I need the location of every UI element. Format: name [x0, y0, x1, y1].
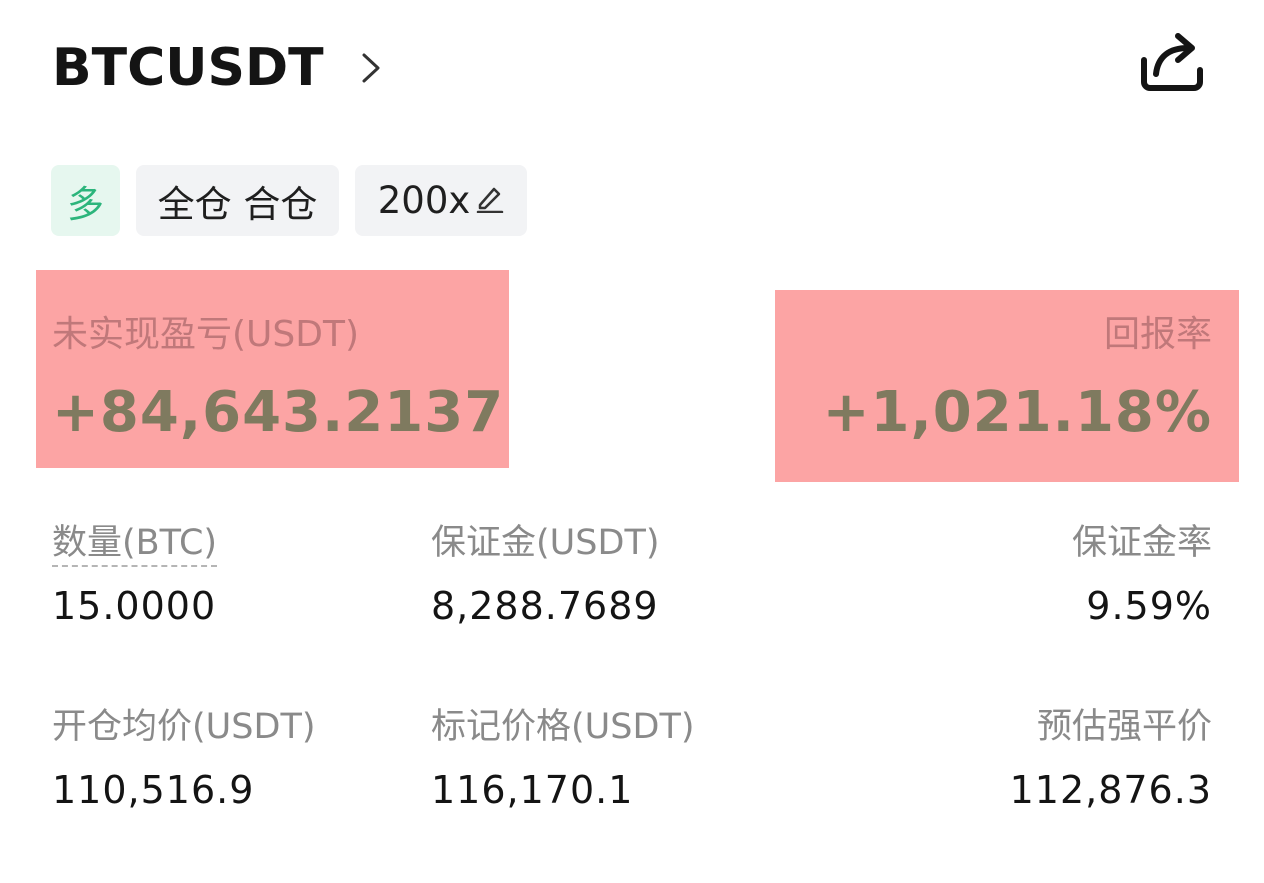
margin-mode-badge: 全仓 合仓 [136, 165, 339, 236]
pnl-highlight [36, 270, 509, 468]
liq-price-value: 112,876.3 [1009, 768, 1212, 812]
margin-label: 保证金(USDT) [431, 523, 660, 563]
unrealized-pnl-value: +84,643.2137 [52, 380, 505, 445]
symbol-header[interactable]: BTCUSDT [52, 38, 388, 98]
position-tags: 多 全仓 合仓 200x [51, 165, 527, 236]
pencil-icon [477, 187, 504, 213]
quantity-label-text[interactable]: 数量(BTC) [52, 523, 218, 567]
margin-mode-label: 全仓 合仓 [157, 182, 318, 226]
mark-price-value: 116,170.1 [431, 768, 634, 812]
side-badge: 多 [51, 165, 120, 236]
quantity-value: 15.0000 [52, 584, 217, 628]
roe-value: +1,021.18% [822, 380, 1212, 445]
roe-highlight [775, 290, 1239, 482]
entry-price-value: 110,516.9 [52, 768, 255, 812]
symbol-title[interactable]: BTCUSDT [52, 38, 324, 98]
roe-label: 回报率 [1103, 314, 1212, 355]
mark-price-label: 标记价格(USDT) [431, 707, 695, 747]
quantity-label[interactable]: 数量(BTC) [52, 514, 218, 567]
leverage-button[interactable]: 200x [355, 165, 527, 236]
liq-price-label: 预估强平价 [1036, 707, 1212, 747]
margin-ratio-value: 9.59% [1086, 584, 1212, 628]
entry-price-label: 开仓均价(USDT) [52, 707, 316, 747]
leverage-label: 200x [377, 179, 471, 222]
share-icon[interactable] [1136, 30, 1208, 94]
chevron-right-icon[interactable] [354, 51, 388, 85]
margin-ratio-label: 保证金率 [1071, 523, 1212, 563]
unrealized-pnl-label: 未实现盈亏(USDT) [52, 314, 360, 355]
side-badge-label: 多 [67, 182, 104, 226]
margin-value: 8,288.7689 [431, 584, 659, 628]
